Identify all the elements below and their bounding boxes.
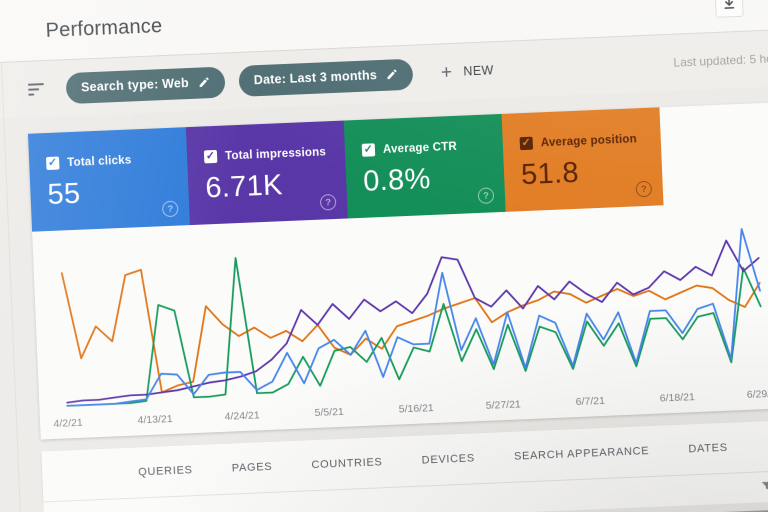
- tab-queries[interactable]: QUERIES: [138, 464, 193, 479]
- tile-value: 55: [46, 177, 82, 212]
- tile-header: ✓ Average position: [519, 132, 649, 151]
- help-icon[interactable]: ?: [319, 193, 337, 211]
- x-tick: 6/29/21: [746, 387, 768, 401]
- x-tick: 6/18/21: [659, 391, 696, 405]
- new-filter-button[interactable]: + NEW: [434, 59, 500, 83]
- performance-card: ✓ Total clicks 55 ? ✓ Total impressions: [27, 102, 768, 440]
- metric-tile-average-ctr[interactable]: ✓ Average CTR 0.8% ?: [343, 113, 506, 219]
- tab-pages[interactable]: PAGES: [231, 460, 273, 475]
- edit-icon: [199, 77, 209, 88]
- page-title: Performance: [45, 15, 163, 42]
- edit-icon: [387, 69, 397, 80]
- series-average-ctr: [61, 236, 763, 406]
- download-icon: [724, 0, 735, 9]
- performance-chart: 4/2/21 4/13/21 4/24/21 5/5/21 5/16/21 5/27/21…: [32, 201, 768, 440]
- new-filter-label: NEW: [463, 63, 495, 79]
- tile-header: ✓ Total clicks: [45, 152, 175, 171]
- table-header-strip: [43, 470, 768, 512]
- main-content: ✓ Total clicks 55 ? ✓ Total impressions: [0, 86, 768, 512]
- table-filter-icon[interactable]: [760, 479, 768, 496]
- tile-label: Average CTR: [382, 140, 458, 156]
- tile-header: ✓ Average CTR: [361, 138, 491, 157]
- metric-tile-total-clicks[interactable]: ✓ Total clicks 55 ?: [27, 127, 190, 232]
- tile-label: Total clicks: [66, 153, 132, 169]
- chip-label: Date: Last 3 months: [253, 68, 378, 88]
- checkbox-icon: ✓: [45, 156, 60, 171]
- date-range-chip[interactable]: Date: Last 3 months: [238, 58, 414, 97]
- tile-value: 51.8: [520, 156, 580, 192]
- tab-devices[interactable]: DEVICES: [421, 452, 476, 467]
- help-icon[interactable]: ?: [635, 180, 653, 198]
- checkbox-icon: ✓: [203, 149, 218, 164]
- tile-label: Average position: [540, 132, 638, 149]
- search-type-chip[interactable]: Search type: Web: [65, 66, 226, 104]
- tile-label: Total impressions: [224, 145, 327, 163]
- x-tick: 5/27/21: [485, 398, 522, 412]
- chip-label: Search type: Web: [80, 76, 190, 95]
- series-average-position: [62, 244, 763, 396]
- x-tick: 4/2/21: [53, 416, 83, 430]
- tab-dates[interactable]: DATES: [688, 441, 728, 456]
- x-tick: 4/24/21: [224, 409, 260, 423]
- tile-value: 6.71K: [204, 169, 284, 205]
- plus-icon: +: [440, 61, 453, 83]
- x-tick: 4/13/21: [137, 412, 173, 427]
- chart-canvas: [39, 213, 768, 416]
- tile-value: 0.8%: [362, 162, 432, 198]
- checkbox-icon: ✓: [361, 143, 376, 157]
- filter-icon[interactable]: [27, 83, 44, 96]
- export-button[interactable]: [714, 0, 744, 18]
- last-updated-text: Last updated: 5 hour: [673, 51, 768, 70]
- series-total-clicks: [61, 228, 763, 405]
- checkbox-icon: ✓: [519, 136, 534, 151]
- series-total-impressions: [62, 239, 764, 402]
- app-header: Performance: [0, 0, 768, 65]
- metric-tile-total-impressions[interactable]: ✓ Total impressions 6.71K ?: [185, 120, 348, 226]
- x-tick: 5/5/21: [314, 405, 345, 420]
- x-tick: 6/7/21: [575, 394, 606, 409]
- tile-header: ✓ Total impressions: [203, 145, 333, 164]
- metric-tile-average-position[interactable]: ✓ Average position 51.8 ?: [501, 107, 664, 212]
- filter-toolbar: Search type: Web Date: Last 3 months + N…: [0, 29, 768, 121]
- help-icon[interactable]: ?: [161, 200, 179, 218]
- x-tick: 5/16/21: [398, 402, 434, 416]
- tab-countries[interactable]: COUNTRIES: [311, 456, 383, 472]
- tab-search-appearance[interactable]: SEARCH APPEARANCE: [513, 445, 650, 463]
- help-icon[interactable]: ?: [477, 187, 495, 204]
